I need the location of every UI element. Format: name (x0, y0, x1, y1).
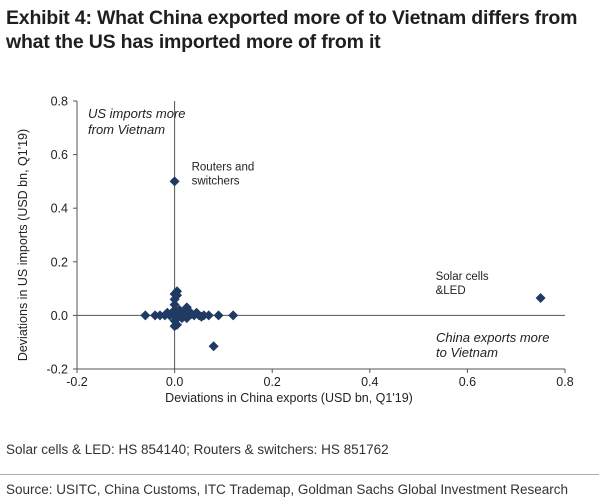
exhibit-title-line-1: Exhibit 4: What China exported more of t… (6, 7, 578, 29)
data-point (169, 176, 180, 187)
x-tick-label: 0.6 (459, 375, 476, 389)
source-note: Source: USITC, China Customs, ITC Tradem… (6, 482, 568, 497)
data-point (203, 310, 214, 321)
data-point (213, 310, 224, 321)
data-point (535, 292, 546, 303)
x-tick-label: 0.2 (264, 375, 281, 389)
y-axis-title: Deviations in US imports (USD bn, Q1'19) (16, 129, 30, 361)
exhibit-title-line-2: what the US has imported more of from it (6, 31, 381, 53)
data-point (228, 310, 239, 321)
quadrant-label-china-exports: China exports more (436, 330, 549, 345)
divider (0, 474, 599, 475)
y-tick-label: 0.0 (51, 309, 68, 323)
data-point (172, 290, 183, 301)
quadrant-label-us-imports: from Vietnam (88, 122, 165, 137)
point-annotation-label: &LED (436, 285, 466, 297)
data-point (169, 299, 180, 310)
point-annotation-label: Solar cells (436, 271, 489, 283)
x-tick-label: 0.0 (166, 375, 183, 389)
data-point (140, 310, 151, 321)
y-tick-label: 0.6 (51, 148, 68, 162)
quadrant-label-china-exports: to Vietnam (436, 345, 498, 360)
data-point (208, 341, 219, 352)
x-tick-label: -0.2 (66, 375, 88, 389)
data-point (172, 319, 183, 330)
x-tick-label: 0.8 (556, 375, 573, 389)
x-axis-title: Deviations in China exports (USD bn, Q1'… (165, 391, 413, 405)
point-annotation-label: switchers (192, 175, 240, 187)
data-point (196, 311, 207, 322)
data-point (162, 307, 173, 318)
footnote: Solar cells & LED: HS 854140; Routers & … (6, 442, 389, 457)
quadrant-label-us-imports: US imports more (88, 106, 186, 121)
point-annotation-label: Routers and (192, 161, 255, 173)
y-tick-label: 0.4 (51, 202, 68, 216)
exhibit-title: Exhibit 4: What China exported more of t… (6, 6, 596, 54)
scatter-chart: -0.2 0.0 0.2 0.4 0.6 0.8 -0.2 0.0 0.2 0.4 0.6 0.8 De… (16, 95, 574, 406)
y-tick-label: 0.2 (51, 255, 68, 269)
x-tick-label: 0.4 (361, 375, 378, 389)
y-tick-label: -0.2 (46, 363, 68, 377)
data-point (181, 313, 192, 324)
y-tick-label: 0.8 (51, 95, 68, 109)
